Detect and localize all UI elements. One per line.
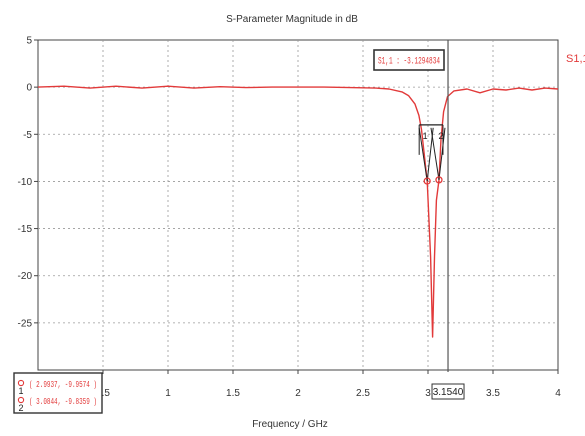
x-tick-label: 3 — [425, 388, 431, 399]
y-tick-label: 5 — [26, 36, 32, 47]
cursor-readout-box — [373, 49, 445, 71]
marker-table — [13, 372, 103, 414]
x-tick-label: 2 — [295, 388, 301, 399]
y-axis-ticks: 5 0 -5 -10 -15 -20 -25 — [18, 36, 38, 329]
x-tick-label: 1.5 — [226, 388, 240, 399]
chart-title: S-Parameter Magnitude in dB — [226, 14, 358, 25]
x-axis-ticks: 0.5 1 1.5 2 2.5 3 3.5 4 — [96, 370, 561, 399]
marker-leader — [438, 127, 446, 180]
cursor-readout: S1,1 : -3.1294834 — [378, 57, 440, 68]
x-axis-title: Frequency / GHz — [252, 419, 328, 430]
marker-leader — [418, 127, 428, 182]
marker-table-value: ( 2.9937, -9.9574 ) — [29, 380, 97, 390]
legend-entry: S1,1 — [566, 53, 585, 65]
y-tick-label: -10 — [18, 177, 33, 188]
marker-leader — [430, 127, 440, 180]
y-tick-label: -5 — [23, 130, 32, 141]
series-layer — [37, 85, 559, 338]
x-tick-label: 0.5 — [96, 388, 110, 399]
y-tick-label: 0 — [26, 83, 32, 94]
marker-table-icon — [17, 379, 25, 387]
x-tick-label: 3.5 — [486, 388, 500, 399]
cursor-label: 3.1540 — [433, 387, 464, 398]
x-tick-label: 1 — [165, 388, 171, 399]
series-line-s11 — [37, 85, 559, 338]
cursor-label-box — [431, 383, 465, 400]
marker-table-value: ( 3.0844, -9.8359 ) — [29, 397, 97, 407]
marker-table-id: 2 — [18, 403, 23, 413]
y-tick-label: -15 — [18, 224, 33, 235]
x-tick-label: 2.5 — [356, 388, 370, 399]
marker-table-id: 1 — [18, 386, 23, 396]
marker-point — [423, 177, 431, 185]
marker-table-icon — [17, 396, 25, 404]
y-tick-label: -20 — [18, 271, 33, 282]
grid — [38, 40, 558, 370]
y-tick-label: -25 — [18, 318, 33, 329]
marker-number: 2 — [438, 131, 443, 141]
x-tick-label: 4 — [555, 388, 561, 399]
marker-point — [435, 176, 443, 184]
marker-number: 1 — [423, 131, 428, 141]
